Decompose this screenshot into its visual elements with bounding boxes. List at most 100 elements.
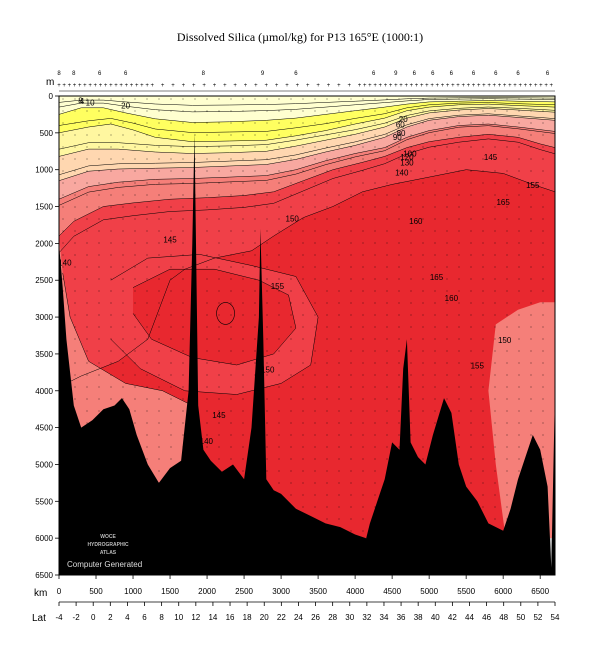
contour-label: 140	[58, 258, 72, 267]
depth-tick-label: 4500	[35, 424, 53, 433]
station-mark: +	[233, 83, 237, 89]
station-mark: +	[389, 83, 393, 89]
station-mark: +	[524, 83, 528, 89]
depth-tick-label: 0	[49, 92, 54, 101]
station-mark: +	[503, 83, 507, 89]
station-mark: +	[451, 83, 455, 89]
lat-tick-label: 42	[448, 613, 457, 622]
depth-unit-label: m	[46, 77, 54, 88]
station-mark: +	[456, 83, 460, 89]
station-mark: +	[384, 83, 388, 89]
contour-label: 8	[78, 96, 83, 105]
station-number: 6	[294, 71, 298, 77]
watermark-line2: HYDROGRAPHIC	[87, 542, 129, 548]
lat-tick-label: -2	[73, 613, 81, 622]
station-mark: +	[461, 83, 465, 89]
lat-tick-label: 20	[260, 613, 269, 622]
station-mark: +	[316, 83, 320, 89]
station-mark: +	[544, 83, 548, 89]
km-tick-label: 5500	[457, 587, 475, 596]
contour-label: 150	[286, 214, 300, 223]
station-mark: +	[399, 83, 403, 89]
lat-tick-label: 26	[311, 613, 320, 622]
station-mark: +	[151, 83, 155, 89]
station-mark: +	[254, 83, 258, 89]
station-number: 9	[261, 71, 265, 77]
lat-tick-label: 48	[499, 613, 508, 622]
station-number: 6	[546, 71, 550, 77]
station-mark: +	[109, 83, 113, 89]
contour-label: 145	[484, 153, 498, 162]
station-mark: +	[68, 83, 72, 89]
station-mark: +	[410, 83, 414, 89]
station-mark: +	[145, 83, 149, 89]
contour-line	[59, 102, 555, 133]
watermark-line3: ATLAS	[100, 550, 117, 556]
lat-tick-label: 12	[191, 613, 200, 622]
depth-tick-label: 4000	[35, 387, 53, 396]
lat-tick-label: 8	[159, 613, 164, 622]
contour-label: 165	[430, 273, 444, 282]
depth-tick-label: 1000	[35, 166, 53, 175]
station-mark: +	[539, 83, 543, 89]
contour-label: 160	[445, 294, 459, 303]
contour-line	[59, 103, 555, 142]
station-mark: +	[363, 83, 367, 89]
station-mark: +	[487, 83, 491, 89]
contour-line	[59, 98, 555, 113]
km-axis: 0 500 1000 1500 2000 2500 3000 3500 4000 4500 5000…	[57, 575, 555, 603]
station-number: 8	[202, 71, 206, 77]
contour-line	[110, 254, 319, 395]
lat-tick-label: 32	[362, 613, 371, 622]
station-mark: +	[493, 83, 497, 89]
contour-label: 20	[399, 115, 408, 124]
station-mark: +	[265, 83, 269, 89]
contour-line	[59, 113, 555, 176]
contour-label: 165	[496, 198, 510, 207]
km-tick-label: 500	[89, 587, 103, 596]
station-number: 9	[394, 71, 398, 77]
station-mark: +	[477, 83, 481, 89]
lat-tick-label: 6	[142, 613, 147, 622]
contour-label: 10	[86, 99, 95, 108]
station-mark: +	[88, 83, 92, 89]
station-mark: +	[513, 83, 517, 89]
contour-line	[59, 106, 555, 150]
lat-tick-label: 40	[431, 613, 440, 622]
station-row: + + + + + + + + + + + + + + + + + + + + + + + + + + + + + + + + + + + + + + + +…	[57, 71, 555, 92]
contour-label: 20	[121, 102, 130, 111]
lat-tick-label: 18	[243, 613, 252, 622]
lat-tick-label: 16	[226, 613, 235, 622]
contour-label: 150	[498, 336, 512, 345]
lat-axis: -4 -2 0 2 4 6 8 10 12 14 16 18 20 22 24 26 28 30 32 34 36 38 4…	[55, 602, 560, 622]
station-mark: +	[104, 83, 108, 89]
contour-label: 145	[212, 411, 226, 420]
atlas-watermark: WOCE HYDROGRAPHIC ATLAS Computer Generat…	[67, 534, 142, 569]
contour-label: 80	[397, 129, 406, 138]
station-mark: +	[244, 83, 248, 89]
lat-tick-label: 36	[397, 613, 406, 622]
station-mark: +	[430, 83, 434, 89]
lat-tick-label: 24	[294, 613, 303, 622]
contour-line	[59, 138, 555, 253]
contour-line	[59, 123, 555, 200]
km-tick-label: 6500	[531, 587, 549, 596]
station-mark: +	[472, 83, 476, 89]
contour-label: 155	[271, 282, 285, 291]
lat-tick-label: 30	[345, 613, 354, 622]
km-tick-label: 3500	[309, 587, 327, 596]
station-number: 6	[413, 71, 417, 77]
station-mark: +	[306, 83, 310, 89]
station-mark: +	[534, 83, 538, 89]
station-mark: +	[482, 83, 486, 89]
station-mark: +	[518, 83, 522, 89]
contour-labels: 2010842060809010012013014014515516516015…	[58, 96, 540, 445]
lat-axis-label: Lat	[32, 613, 46, 624]
depth-tick-label: 5000	[35, 460, 53, 469]
station-number: 6	[516, 71, 520, 77]
watermark-line1: WOCE	[100, 534, 116, 540]
contour-label: 140	[395, 169, 409, 178]
station-number: 6	[472, 71, 476, 77]
contour-line	[59, 100, 555, 123]
station-mark: +	[192, 83, 196, 89]
